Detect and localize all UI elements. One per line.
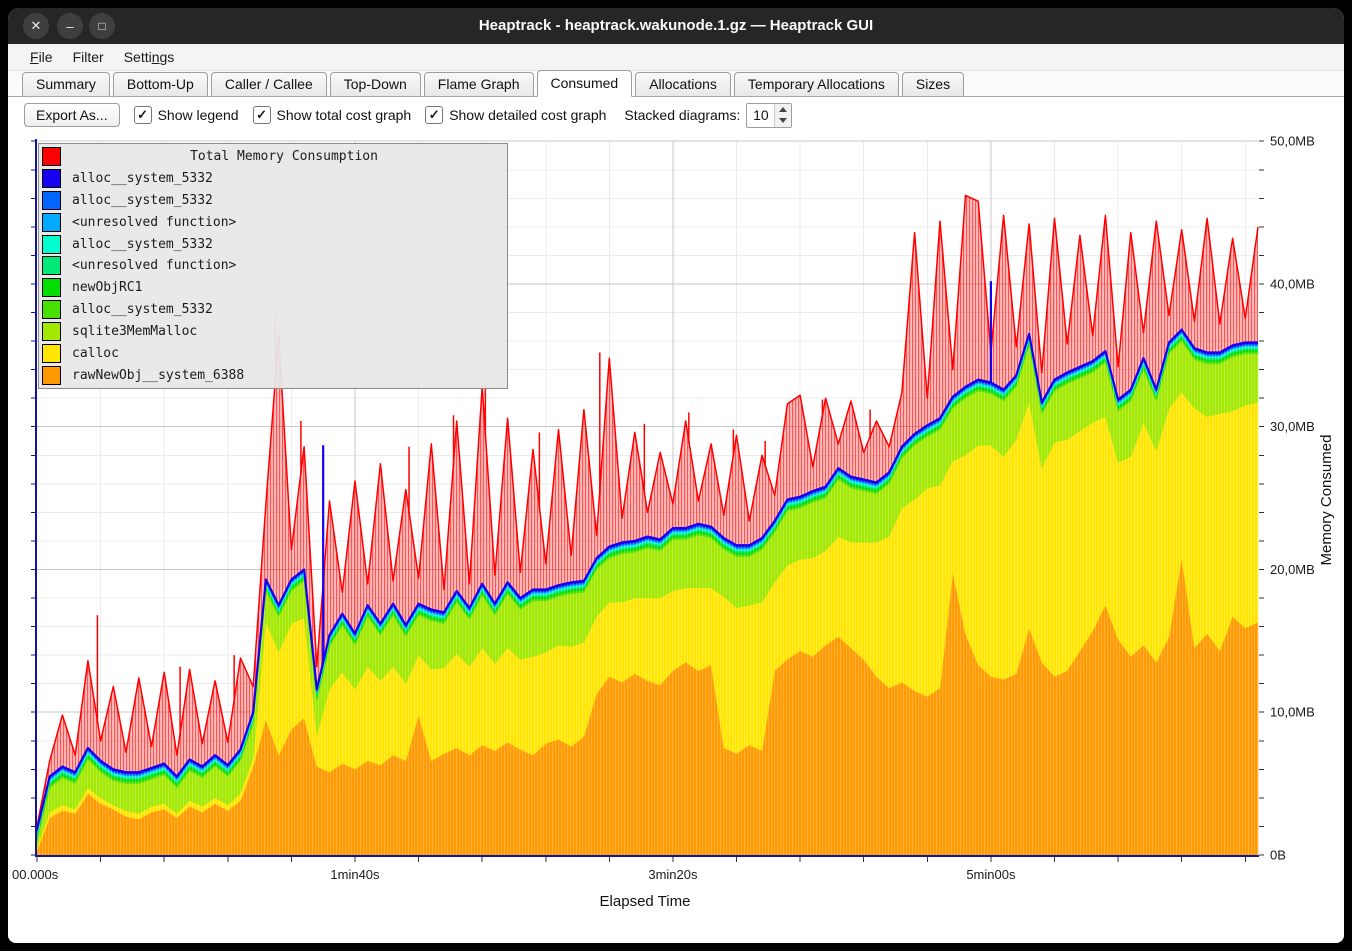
legend-item: <unresolved function> — [39, 255, 507, 277]
y-tick-label: 50,0MB — [1270, 134, 1315, 149]
menu-bar: File Filter Settings — [8, 44, 1344, 71]
app-window: ✕ – □ Heaptrack - heaptrack.wakunode.1.g… — [8, 8, 1344, 943]
window-title: Heaptrack - heaptrack.wakunode.1.gz — He… — [478, 17, 874, 34]
stacked-diagrams-value[interactable]: 10 — [753, 106, 769, 123]
checkbox-label: Show legend — [157, 107, 239, 123]
maximize-icon: □ — [98, 19, 106, 33]
checkbox-label: Show total cost graph — [276, 107, 412, 123]
tab-summary[interactable]: Summary — [22, 72, 110, 96]
minimize-icon: – — [66, 18, 74, 34]
legend-title: Total Memory Consumption — [190, 149, 378, 165]
legend-item: alloc__system_5332 — [39, 299, 507, 321]
legend-item: alloc__system_5332 — [39, 190, 507, 212]
close-button[interactable]: ✕ — [23, 13, 49, 39]
tab-top-down[interactable]: Top-Down — [329, 72, 421, 96]
title-bar: ✕ – □ Heaptrack - heaptrack.wakunode.1.g… — [8, 8, 1344, 44]
y-tick-label: 0B — [1270, 848, 1286, 863]
legend-swatch — [42, 365, 61, 385]
menu-filter[interactable]: Filter — [72, 49, 104, 65]
checkbox-icon: ✓ — [133, 106, 152, 124]
spinner-down-icon — [779, 118, 788, 124]
tab-bottom-up[interactable]: Bottom-Up — [112, 72, 208, 96]
spinner-up-icon — [779, 106, 788, 112]
tab-caller-callee[interactable]: Caller / Callee — [210, 72, 327, 96]
tab-allocations[interactable]: Allocations — [635, 72, 731, 96]
legend-swatch — [42, 321, 61, 341]
x-tick-label: 5min00s — [966, 867, 1016, 882]
stacked-diagrams-label: Stacked diagrams: — [624, 107, 741, 123]
legend-swatch — [42, 212, 61, 232]
x-tick-label: 00.000s — [12, 867, 59, 882]
legend-swatch — [42, 234, 61, 254]
tab-sizes[interactable]: Sizes — [901, 72, 965, 96]
legend-item: alloc__system_5332 — [39, 168, 507, 190]
y-tick-label: 40,0MB — [1270, 276, 1315, 291]
legend-item: calloc — [39, 342, 507, 364]
legend-item: newObjRC1 — [39, 277, 507, 299]
legend-swatch — [42, 191, 61, 211]
tab-bar: Summary Bottom-Up Caller / Callee Top-Do… — [8, 70, 1344, 97]
y-tick-label: 20,0MB — [1270, 562, 1315, 577]
checkbox-label: Show detailed cost graph — [449, 107, 607, 123]
menu-file[interactable]: File — [30, 49, 53, 65]
tab-temporary-allocations[interactable]: Temporary Allocations — [733, 72, 899, 96]
show-legend-checkbox[interactable]: ✓ Show legend — [133, 106, 239, 124]
show-total-cost-graph-checkbox[interactable]: ✓ Show total cost graph — [252, 106, 412, 124]
legend-swatch — [42, 278, 61, 298]
chart-legend: Total Memory Consumption alloc__system_5… — [38, 143, 508, 389]
chart-area: 00.000s 1min40s 3min20s 5min00s 0B 10,0MB 20,0… — [8, 133, 1344, 943]
checkbox-icon: ✓ — [425, 106, 444, 124]
legend-item: rawNewObj__system_6388 — [39, 364, 507, 386]
legend-item: sqlite3MemMalloc — [39, 321, 507, 343]
x-tick-label: 1min40s — [330, 867, 380, 882]
y-tick-label: 30,0MB — [1270, 419, 1315, 434]
toolbar: Export As... ✓ Show legend ✓ Show total … — [8, 97, 1344, 133]
legend-item: <unresolved function> — [39, 211, 507, 233]
x-tick-label: 3min20s — [648, 867, 698, 882]
chart-plot — [31, 139, 1264, 862]
legend-swatch — [42, 256, 61, 276]
legend-swatch — [42, 343, 61, 363]
x-axis-title: Elapsed Time — [600, 893, 691, 910]
spinner-down-button[interactable] — [775, 115, 791, 127]
tab-consumed[interactable]: Consumed — [536, 70, 633, 97]
checkbox-icon: ✓ — [252, 106, 271, 124]
minimize-button[interactable]: – — [57, 13, 83, 39]
tab-flame-graph[interactable]: Flame Graph — [423, 72, 534, 96]
stacked-diagrams-spinbox[interactable]: 10 — [746, 102, 793, 128]
chart-canvas[interactable]: 00.000s 1min40s 3min20s 5min00s 0B 10,0MB 20,0… — [8, 133, 1344, 943]
spinner-up-button[interactable] — [775, 104, 791, 116]
stack-top-line — [35, 328, 1258, 830]
spinner-arrows — [774, 103, 792, 127]
legend-swatch — [42, 169, 61, 189]
menu-settings[interactable]: Settings — [123, 49, 175, 65]
close-icon: ✕ — [30, 18, 42, 33]
stacked-diagrams-control: Stacked diagrams: 10 — [624, 102, 793, 128]
legend-title-row: Total Memory Consumption — [39, 146, 507, 168]
show-detailed-cost-graph-checkbox[interactable]: ✓ Show detailed cost graph — [425, 106, 606, 124]
legend-item: alloc__system_5332 — [39, 233, 507, 255]
maximize-button[interactable]: □ — [89, 13, 115, 39]
legend-swatch — [42, 147, 61, 167]
total-consumption-line — [36, 194, 1259, 827]
export-as-button[interactable]: Export As... — [24, 103, 120, 127]
y-tick-label: 10,0MB — [1270, 705, 1315, 720]
y-axis-title: Memory Consumed — [1318, 435, 1335, 566]
legend-swatch — [42, 300, 61, 320]
